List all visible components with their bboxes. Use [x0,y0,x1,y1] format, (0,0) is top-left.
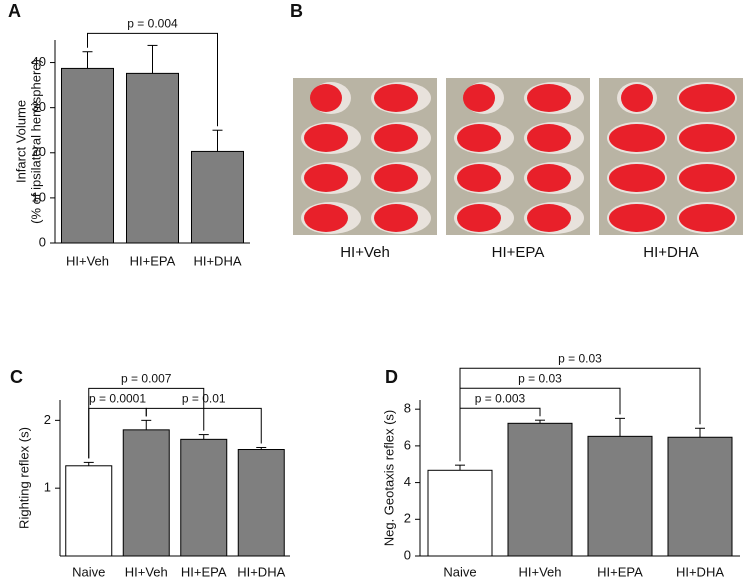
x-tick-label: HI+EPA [130,253,176,268]
photo-caption: HI+DHA [643,244,698,261]
brain-slice-lesion [374,164,418,192]
bar [587,435,653,557]
brain-slice-lesion [457,164,501,192]
significance-bracket [459,367,701,462]
brain-slice-lesion [609,164,665,192]
brain-slice-lesion [374,204,418,232]
y-tick-label: 30 [32,99,46,114]
y-tick-label: 8 [404,401,411,416]
brain-slice-lesion [609,204,665,232]
bar [667,436,733,557]
y-tick-label: 2 [404,511,411,526]
bar [65,465,113,557]
brain-slice-lesion [679,164,735,192]
x-tick-label: HI+EPA [181,564,227,579]
bar [126,72,179,244]
bar [122,429,170,557]
x-tick-label: Naive [72,564,105,579]
bar [427,469,493,557]
panel-label: A [8,1,21,21]
bar [61,67,114,244]
x-tick-label: HI+DHA [193,253,241,268]
panel-label: B [290,1,303,21]
p-value: p = 0.003 [475,391,526,405]
x-tick-label: HI+EPA [597,564,643,579]
x-tick-label: HI+Veh [66,253,109,268]
y-axis-label: Infarct Volume [13,100,28,183]
y-tick-label: 4 [404,474,411,489]
y-axis-label: Neg. Geotaxis reflex (s) [381,410,396,547]
brain-slice-lesion [304,124,348,152]
brain-slice-lesion [621,84,653,112]
brain-slice-lesion [527,164,571,192]
bar [237,449,285,557]
brain-slice-lesion [457,124,501,152]
brain-slice-lesion [527,124,571,152]
x-tick-label: HI+DHA [676,564,724,579]
x-tick-label: HI+Veh [518,564,561,579]
y-tick-label: 0 [39,234,46,249]
bar [180,438,228,557]
photo-caption: HI+Veh [340,244,390,261]
p-value: p = 0.03 [518,371,562,385]
y-tick-label: 0 [404,547,411,562]
panel-label: C [10,367,23,387]
significance-bracket [88,387,205,459]
x-tick-label: HI+DHA [237,564,285,579]
p-value: p = 0.007 [121,372,172,386]
panel-label: D [385,367,398,387]
x-tick-label: Naive [443,564,476,579]
y-tick-label: 6 [404,437,411,452]
x-tick-label: HI+Veh [125,564,168,579]
brain-slice-lesion [463,84,495,112]
p-value: p = 0.03 [558,351,602,365]
brain-slice-lesion [374,124,418,152]
y-tick-label: 40 [32,54,46,69]
y-axis-label: Righting reflex (s) [16,427,31,529]
significance-bracket [87,32,218,127]
p-value: p = 0.004 [127,17,178,31]
brain-slice-lesion [679,84,735,112]
brain-slice-lesion [527,84,571,112]
y-tick-label: 2 [44,412,51,427]
p-value: p = 0.0001 [89,392,146,406]
bar [507,422,573,557]
brain-slice-lesion [374,84,418,112]
y-axis-label: (% of ipsilateral hemisphere) [28,59,43,224]
y-tick-label: 1 [44,480,51,495]
brain-slice-lesion [457,204,501,232]
brain-slice-lesion [304,164,348,192]
brain-slice-lesion [304,204,348,232]
bar [191,150,244,244]
brain-slice-lesion [679,124,735,152]
brain-slice-lesion [310,84,342,112]
brain-slice-lesion [527,204,571,232]
brain-slice-lesion [679,204,735,232]
photo-caption: HI+EPA [492,244,545,261]
y-tick-label: 10 [32,189,46,204]
y-tick-label: 20 [32,144,46,159]
brain-slice-lesion [609,124,665,152]
